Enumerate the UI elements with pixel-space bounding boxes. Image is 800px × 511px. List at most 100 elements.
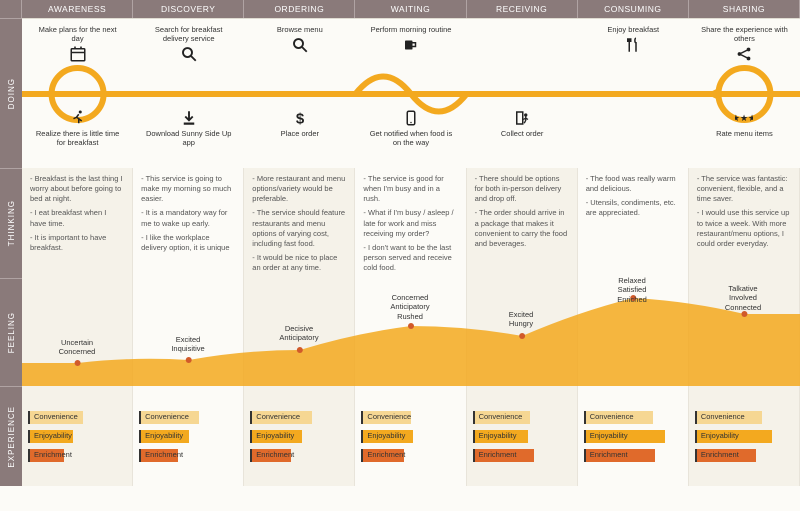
feeling-label-5: RelaxedSatisfiedEnriched <box>592 276 672 304</box>
feeling-label-6: TalkativeInvolvedConnected <box>703 284 783 312</box>
exp-bar-3-1: Enjoyability <box>361 430 459 443</box>
thinking-bullet: - The food was really warm and delicious… <box>586 174 680 194</box>
feeling-row: UncertainConcerned ExcitedInquisitive Deci… <box>22 278 800 386</box>
feeling-label-1: ExcitedInquisitive <box>148 335 228 354</box>
exp-bar-label: Convenience <box>256 412 300 421</box>
exp-bar-label: Enjoyability <box>479 431 517 440</box>
doing-bottom-1: Download Sunny Side Up app <box>144 107 234 147</box>
exp-cell-1: Convenience Enjoyability Enrichment <box>133 386 244 486</box>
thinking-cell-6: - The service was fantastic: convenient,… <box>689 168 800 283</box>
thinking-cell-5: - The food was really warm and delicious… <box>578 168 689 283</box>
exp-bar-4-1: Enjoyability <box>473 430 571 443</box>
thinking-cell-4: - There should be options for both in-pe… <box>467 168 578 283</box>
exp-bar-label: Enrichment <box>256 450 294 459</box>
exp-bar-3-0: Convenience <box>361 411 459 424</box>
stage-head-3: WAITING <box>355 0 466 18</box>
stage-head-0: AWARENESS <box>22 0 133 18</box>
thinking-bullet: - It would be nice to place an order at … <box>252 253 346 273</box>
thinking-bullet: - More restaurant and menu options/varie… <box>252 174 346 204</box>
doing-top-label-1: Search for breakfast delivery service <box>144 25 234 43</box>
doing-bottom-label-2: Place order <box>255 129 345 138</box>
exp-cell-2: Convenience Enjoyability Enrichment <box>244 386 355 486</box>
stage-head-1: DISCOVERY <box>133 0 244 18</box>
thinking-bullet: - The service is good for when I'm busy … <box>363 174 457 204</box>
feeling-label-2: DecisiveAnticipatory <box>259 324 339 343</box>
exp-bar-6-0: Convenience <box>695 411 793 424</box>
exp-bar-5-0: Convenience <box>584 411 682 424</box>
exp-bar-2-0: Convenience <box>250 411 348 424</box>
coffee-icon <box>366 36 456 54</box>
exp-bar-label: Enjoyability <box>34 431 72 440</box>
svg-text:$: $ <box>296 110 305 127</box>
exp-cell-6: ConvenienceEnjoyabilityEnrichment <box>689 386 800 486</box>
doing-bottom-6: ★★★ Rate menu items <box>699 107 789 138</box>
experience-row: Convenience Enjoyability Enrichment Conveni… <box>22 386 800 486</box>
exp-bar-label: Convenience <box>479 412 523 421</box>
exp-bar-label: Enjoyability <box>367 431 405 440</box>
doing-top-label-6: Share the experience with others <box>699 25 789 43</box>
doing-top-6: Share the experience with others <box>699 25 789 65</box>
exp-bar-3-2: Enrichment <box>361 449 459 462</box>
exp-bar-label: Enrichment <box>367 450 405 459</box>
thinking-cell-3: - The service is good for when I'm busy … <box>355 168 466 283</box>
exp-bar-label: Convenience <box>34 412 78 421</box>
exp-bar-5-1: Enjoyability <box>584 430 682 443</box>
exp-bar-1-2: Enrichment <box>139 449 237 462</box>
door-icon <box>477 109 567 127</box>
svg-text:★★★: ★★★ <box>735 113 753 123</box>
exp-cell-3: Convenience Enjoyability Enrichment <box>355 386 466 486</box>
exp-bar-label: Enrichment <box>590 450 628 459</box>
exp-bar-1-0: Convenience <box>139 411 237 424</box>
doing-bottom-4: Collect order <box>477 107 567 138</box>
doing-top-2: Browse menu <box>255 25 345 56</box>
stage-head-4: RECEIVING <box>467 0 578 18</box>
thinking-bullet: - The service was fantastic: convenient,… <box>697 174 791 204</box>
exp-bar-label: Convenience <box>701 412 745 421</box>
exp-bar-2-2: Enrichment <box>250 449 348 462</box>
thinking-bullet: - I eat breakfast when I have time. <box>30 208 124 228</box>
doing-bottom-3: Get notified when food is on the way <box>366 107 456 147</box>
rowlabel-doing: DOING <box>0 18 22 168</box>
doing-top-3: Perform morning routine <box>366 25 456 56</box>
exp-cell-4: Convenience Enjoyability Enrichment <box>467 386 578 486</box>
exp-cell-5: Convenience Enjoyability Enrichment <box>578 386 689 486</box>
doing-bottom-label-1: Download Sunny Side Up app <box>144 129 234 147</box>
thinking-bullet: - I like the workplace delivery option, … <box>141 233 235 253</box>
exp-bar-0-2: Enrichment <box>28 449 126 462</box>
feeling-label-4: ExcitedHungry <box>481 310 561 329</box>
doing-row: Make plans for the next dayRealize there… <box>22 18 800 168</box>
search-icon <box>255 36 345 54</box>
doing-top-label-5: Enjoy breakfast <box>588 25 678 34</box>
rowlabel-feeling: FEELING <box>0 278 22 386</box>
cutlery-icon <box>588 36 678 54</box>
thinking-bullet: - There should be options for both in-pe… <box>475 174 569 204</box>
feeling-label-0: UncertainConcerned <box>37 338 117 357</box>
download-icon <box>144 109 234 127</box>
exp-bar-1-1: Enjoyability <box>139 430 237 443</box>
exp-bar-label: Enjoyability <box>256 431 294 440</box>
doing-bottom-label-6: Rate menu items <box>699 129 789 138</box>
thinking-row: - Breakfast is the last thing I worry ab… <box>22 168 800 278</box>
rowlabel-thinking: THINKING <box>0 168 22 278</box>
running-icon <box>33 109 123 127</box>
rowlabel-experience: EXPERIENCE <box>0 386 22 486</box>
thinking-cell-0: - Breakfast is the last thing I worry ab… <box>22 168 133 283</box>
stars-icon: ★★★ <box>699 109 789 127</box>
exp-bar-label: Enrichment <box>479 450 517 459</box>
search-icon <box>144 45 234 63</box>
thinking-cell-1: - This service is going to make my morni… <box>133 168 244 283</box>
thinking-bullet: - I would use this service up to twice a… <box>697 208 791 249</box>
exp-cell-0: Convenience Enjoyability Enrichment <box>22 386 133 486</box>
share-icon <box>699 45 789 63</box>
doing-bottom-2: $ Place order <box>255 107 345 138</box>
exp-bar-label: Convenience <box>590 412 634 421</box>
exp-bar-label: Convenience <box>367 412 411 421</box>
feeling-label-3: ConcernedAnticipatoryRushed <box>370 293 450 321</box>
stage-head-6: SHARING <box>689 0 800 18</box>
exp-bar-0-1: Enjoyability <box>28 430 126 443</box>
doing-top-1: Search for breakfast delivery service <box>144 25 234 65</box>
exp-bar-label: Enrichment <box>701 450 739 459</box>
doing-bottom-0: Realize there is little time for breakfa… <box>33 107 123 147</box>
doing-top-label-3: Perform morning routine <box>366 25 456 34</box>
doing-top-5: Enjoy breakfast <box>588 25 678 56</box>
